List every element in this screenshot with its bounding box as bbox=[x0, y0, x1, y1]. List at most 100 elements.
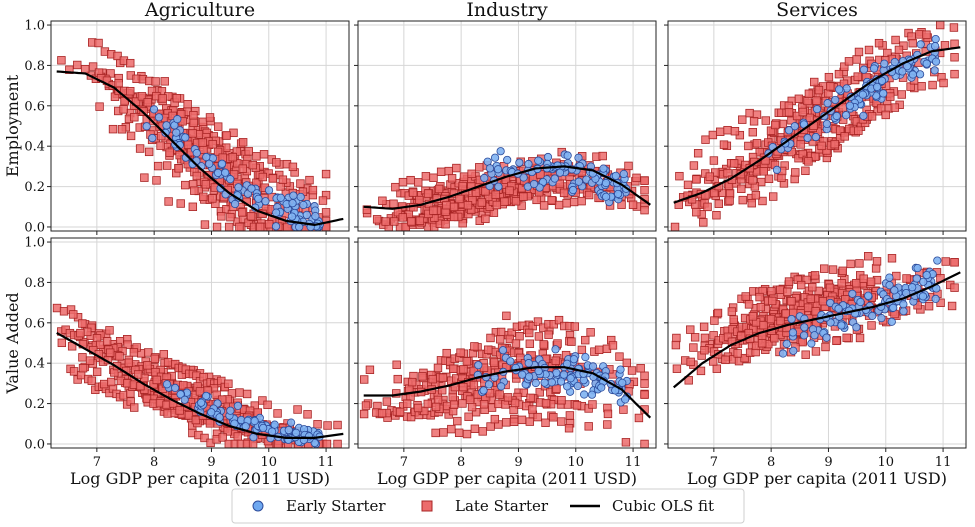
y-tick-label: 1.0 bbox=[24, 19, 45, 34]
late-starter-point bbox=[390, 217, 399, 226]
late-starter-point bbox=[293, 405, 302, 414]
late-starter-point bbox=[821, 342, 830, 352]
late-starter-point bbox=[692, 175, 701, 184]
early-starter-point bbox=[480, 173, 489, 183]
late-starter-point bbox=[708, 357, 718, 366]
late-starter-point bbox=[570, 322, 580, 331]
late-starter-point bbox=[817, 141, 826, 151]
late-starter-point bbox=[902, 274, 911, 283]
late-starter-point bbox=[143, 98, 152, 107]
late-starter-point bbox=[564, 424, 574, 433]
late-starter-point bbox=[114, 78, 123, 88]
late-starter-point bbox=[229, 128, 238, 138]
late-starter-point bbox=[640, 371, 649, 380]
early-starter-point bbox=[899, 300, 908, 309]
late-starter-point bbox=[359, 409, 369, 419]
late-starter-point bbox=[853, 72, 862, 81]
late-starter-point bbox=[824, 72, 834, 82]
late-starter-point bbox=[189, 111, 198, 120]
early-starter-point bbox=[872, 82, 882, 91]
x-tick-label: 11 bbox=[625, 455, 642, 470]
early-starter-point bbox=[599, 164, 608, 173]
late-starter-point bbox=[458, 399, 467, 408]
late-starter-point bbox=[258, 396, 267, 405]
late-starter-point bbox=[95, 102, 104, 111]
late-starter-point bbox=[837, 279, 846, 288]
late-starter-point bbox=[761, 116, 770, 125]
late-starter-point bbox=[449, 202, 459, 212]
late-starter-point bbox=[852, 55, 861, 64]
late-starter-point bbox=[640, 186, 649, 195]
late-starter-point bbox=[709, 331, 718, 340]
late-starter-point bbox=[515, 332, 524, 341]
early-starter-point bbox=[515, 158, 524, 167]
early-starter-point bbox=[264, 186, 274, 195]
late-starter-point bbox=[438, 373, 448, 382]
early-starter-point bbox=[295, 222, 304, 231]
late-starter-point bbox=[214, 122, 223, 131]
late-starter-point bbox=[152, 176, 161, 185]
x-tick-label: 8 bbox=[457, 455, 465, 470]
late-starter-point bbox=[567, 337, 576, 346]
early-starter-point bbox=[778, 349, 788, 358]
late-starter-point bbox=[532, 195, 541, 205]
early-starter-point bbox=[543, 152, 553, 162]
early-starter-point bbox=[534, 366, 543, 376]
late-starter-point bbox=[442, 201, 451, 210]
late-starter-point bbox=[395, 407, 405, 417]
late-starter-point bbox=[854, 126, 863, 135]
late-starter-point bbox=[541, 398, 551, 408]
early-starter-point bbox=[202, 152, 211, 162]
late-starter-point bbox=[318, 196, 328, 205]
late-starter-point bbox=[528, 405, 537, 414]
legend-label: Cubic OLS fit bbox=[612, 497, 714, 515]
late-starter-point bbox=[744, 141, 753, 151]
late-starter-point bbox=[113, 51, 122, 61]
y-tick-label: 0.6 bbox=[24, 99, 45, 114]
late-starter-point bbox=[238, 164, 247, 173]
early-starter-point bbox=[230, 199, 240, 209]
early-starter-point bbox=[852, 323, 861, 332]
y-tick-label: 0.4 bbox=[24, 357, 45, 372]
early-starter-point bbox=[799, 331, 809, 340]
late-starter-point bbox=[770, 333, 779, 343]
late-starter-point bbox=[213, 147, 223, 157]
late-starter-point bbox=[812, 96, 821, 105]
late-starter-point bbox=[126, 58, 135, 68]
legend-box bbox=[231, 488, 745, 524]
late-starter-point bbox=[584, 190, 594, 200]
early-starter-point bbox=[289, 191, 298, 200]
late-starter-point bbox=[794, 94, 804, 104]
early-starter-point bbox=[474, 361, 483, 370]
late-starter-point bbox=[415, 216, 425, 225]
late-starter-point bbox=[486, 333, 495, 343]
y-axis-label: Employment bbox=[3, 74, 22, 177]
late-starter-point bbox=[174, 164, 183, 173]
late-starter-point bbox=[377, 408, 387, 418]
early-starter-point bbox=[916, 70, 925, 79]
y-tick-label: 0.2 bbox=[24, 397, 45, 412]
late-starter-point bbox=[517, 415, 527, 425]
late-starter-point bbox=[748, 176, 757, 185]
late-starter-point bbox=[594, 345, 604, 355]
early-starter-point bbox=[563, 382, 572, 391]
early-starter-point bbox=[524, 372, 534, 381]
column-title: Industry bbox=[466, 0, 548, 21]
late-starter-point bbox=[414, 178, 423, 187]
late-starter-point bbox=[224, 222, 234, 231]
late-starter-point bbox=[144, 147, 154, 157]
late-starter-point bbox=[738, 115, 747, 124]
late-starter-point bbox=[73, 60, 82, 70]
late-starter-point bbox=[872, 257, 882, 266]
late-starter-point bbox=[866, 277, 876, 286]
late-starter-point bbox=[640, 390, 649, 399]
late-starter-point bbox=[205, 419, 215, 428]
early-starter-point bbox=[879, 89, 888, 98]
early-starter-point bbox=[555, 168, 565, 177]
late-starter-point bbox=[509, 417, 519, 427]
late-starter-point bbox=[57, 56, 66, 65]
late-starter-point bbox=[172, 93, 182, 103]
late-starter-point bbox=[69, 310, 78, 319]
late-starter-point bbox=[864, 45, 874, 55]
late-starter-point bbox=[455, 194, 464, 204]
